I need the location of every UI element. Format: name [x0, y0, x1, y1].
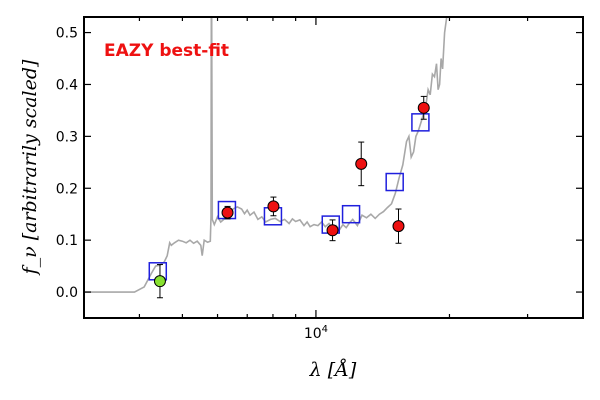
observed-flux-point [417, 101, 430, 114]
y-axis-title: f_ν [arbitrarily scaled] [19, 59, 41, 276]
observed-flux-point [267, 200, 280, 213]
plot-frame [83, 16, 584, 319]
chart-annotation: EAZY best-fit [104, 41, 229, 61]
model-flux-box [411, 113, 430, 132]
y-tick-label: 0.3 [56, 129, 78, 145]
observed-flux-point [355, 157, 368, 170]
observed-flux-point [153, 275, 166, 288]
model-flux-box [385, 172, 404, 192]
y-tick-label: 0.4 [56, 77, 78, 93]
x-tick-label: 104 [304, 324, 328, 342]
y-tick-label: 0.2 [56, 181, 78, 197]
observed-flux-point [326, 224, 339, 237]
observed-flux-point [221, 206, 234, 219]
y-tick-label: 0.5 [56, 26, 78, 42]
y-tick-label: 0.1 [56, 233, 78, 249]
x-tick-exponent: 4 [322, 324, 328, 335]
template-sed-line [84, 17, 448, 293]
observed-flux-point [392, 220, 405, 233]
plot-background [84, 17, 583, 318]
model-flux-box [341, 204, 361, 224]
x-axis-title: λ [Å] [309, 359, 357, 381]
observed-layer [153, 95, 430, 299]
template-layer [84, 17, 448, 293]
y-tick-label: 0.0 [56, 285, 78, 301]
